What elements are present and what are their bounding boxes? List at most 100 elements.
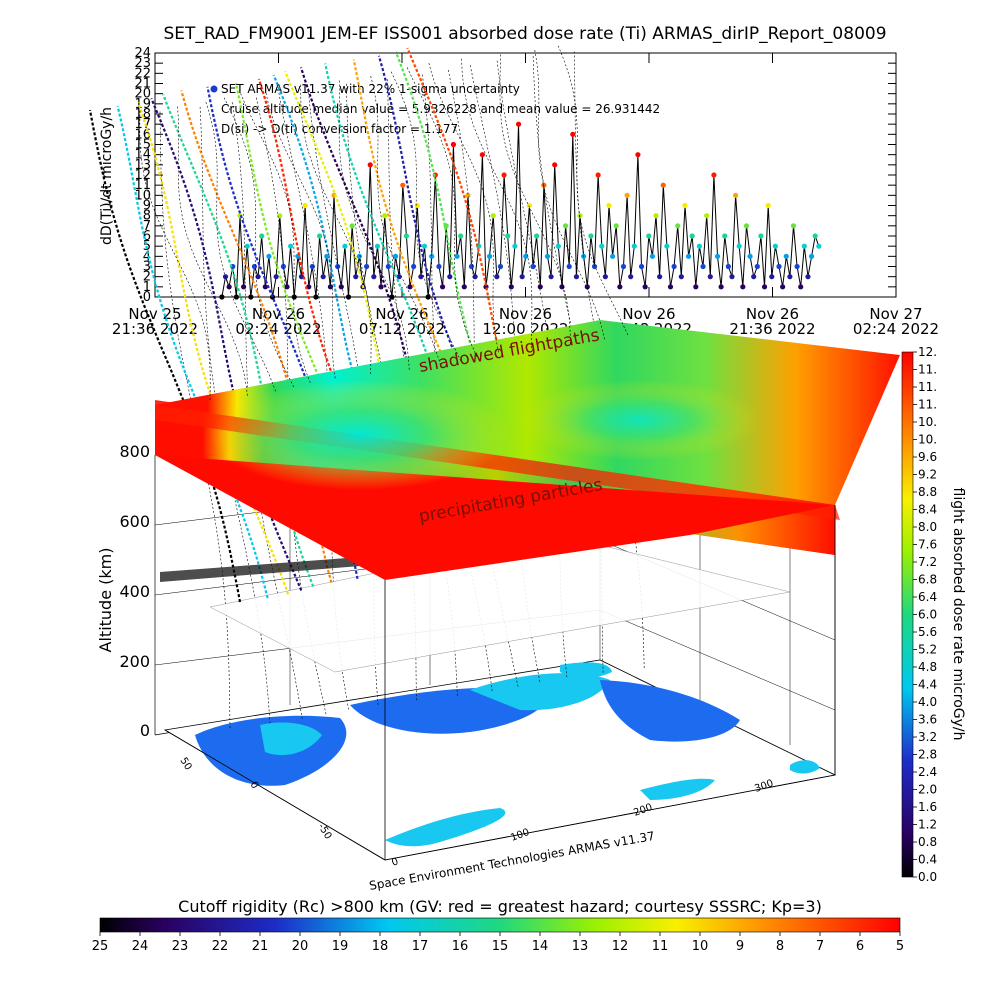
colorbar-tick-label: 2.0 xyxy=(918,783,937,797)
data-point xyxy=(302,202,308,209)
data-point xyxy=(298,274,305,280)
x-tick-label: 21:36 2022 xyxy=(729,320,815,338)
data-point xyxy=(736,243,742,249)
right-colorbar-label: flight absorbed dose rate microGy/h xyxy=(950,488,966,741)
colorbar-tick-label: 8.4 xyxy=(918,503,937,517)
data-point xyxy=(667,284,674,290)
legend-marker xyxy=(210,85,218,93)
z-tick-labels: 0 200 400 600 800 xyxy=(119,442,150,740)
colorbar-tick-label: 6 xyxy=(856,939,864,954)
y-tick-label: 19 xyxy=(134,97,151,112)
y-tick-label: 7 xyxy=(143,219,151,234)
data-point xyxy=(505,233,511,239)
series-line xyxy=(221,124,820,298)
data-point xyxy=(761,284,768,290)
data-point xyxy=(479,152,485,158)
colorbar-tick-label: 9.6 xyxy=(918,450,937,464)
y-tick-label: 23 xyxy=(134,56,151,71)
colorbar-tick-label: 13 xyxy=(572,939,589,954)
data-point xyxy=(772,243,779,249)
colorbar-tick-label: 5 xyxy=(896,939,904,954)
colorbar-tick-label: 11 xyxy=(652,939,669,954)
data-point xyxy=(693,284,699,290)
ground-map xyxy=(195,662,820,847)
y-tick-label: 9 xyxy=(143,199,151,214)
data-point xyxy=(562,223,569,229)
orbit-track xyxy=(177,105,248,396)
orbit-track xyxy=(352,59,505,552)
data-point xyxy=(812,233,818,239)
y-tick-label: 13 xyxy=(134,158,151,173)
data-point xyxy=(288,243,294,249)
data-point xyxy=(787,274,793,280)
x-tick-label: Nov 25 xyxy=(128,305,181,323)
data-point xyxy=(450,141,457,148)
data-point xyxy=(798,284,804,290)
orbit-track xyxy=(234,82,387,576)
z-tick-label: 800 xyxy=(119,442,150,461)
data-point xyxy=(291,294,297,300)
z-tick-label: 600 xyxy=(119,512,150,531)
data-point xyxy=(714,253,721,259)
y-tick-label: 20 xyxy=(134,87,151,102)
colorbar-tick-label: 4.4 xyxy=(918,678,937,692)
data-point xyxy=(501,172,507,178)
data-point xyxy=(704,213,710,219)
bottom-colorbar-label: Cutoff rigidity (Rc) >800 km (GV: red = … xyxy=(178,897,822,916)
data-point xyxy=(439,284,446,290)
colorbar-tick-label: 10. xyxy=(918,415,937,429)
data-point xyxy=(241,284,247,290)
colorbar-tick-label: 5.6 xyxy=(918,625,937,639)
data-point xyxy=(733,192,739,198)
data-point xyxy=(262,284,268,290)
colorbar-tick-label: 6.4 xyxy=(918,590,937,604)
data-point xyxy=(671,263,677,270)
data-point xyxy=(707,274,713,280)
data-point xyxy=(646,233,652,239)
data-point xyxy=(515,121,522,127)
y-tick-label: 12 xyxy=(134,168,151,183)
data-point xyxy=(530,263,536,270)
legend-entry: SET ARMAS v11.37 with 22% 1-sigma uncert… xyxy=(221,82,520,96)
data-point xyxy=(392,253,399,259)
data-point xyxy=(573,274,580,280)
orbit-track xyxy=(390,70,462,362)
data-point xyxy=(461,284,467,290)
colorbar-tick-label: 2.8 xyxy=(918,748,937,762)
data-point xyxy=(790,223,797,229)
data-point xyxy=(490,213,496,219)
z-tick-label: 400 xyxy=(119,582,150,601)
colorbar-tick-label: 23 xyxy=(172,939,189,954)
data-point xyxy=(808,253,815,259)
y-tick-label: 17 xyxy=(134,117,151,132)
data-point xyxy=(537,284,543,290)
data-point xyxy=(284,284,290,290)
data-point xyxy=(374,243,381,249)
colorbar-tick-label: 10. xyxy=(918,433,937,447)
y-tick-label: 1 xyxy=(143,280,151,295)
colorbar-tick-label: 24 xyxy=(132,939,149,954)
front-frame xyxy=(164,505,836,861)
y-tick-label: 8 xyxy=(143,209,151,224)
data-point xyxy=(606,202,612,209)
lat-tick-label: 0 xyxy=(247,780,260,791)
colorbar-tick-label: 19 xyxy=(332,939,349,954)
data-point xyxy=(280,263,286,270)
data-point xyxy=(638,263,645,270)
data-point xyxy=(635,152,641,158)
data-point xyxy=(595,172,601,178)
data-point xyxy=(725,263,731,270)
colorbar-tick-label: 14 xyxy=(532,939,549,954)
data-point xyxy=(722,233,728,239)
data-point xyxy=(468,263,475,270)
colorbar-tick-label: 9 xyxy=(736,939,744,954)
data-point xyxy=(465,192,471,198)
data-point xyxy=(266,253,272,259)
orbit-track xyxy=(324,63,477,556)
data-point xyxy=(783,253,789,259)
data-point xyxy=(472,274,478,280)
data-point xyxy=(414,202,420,209)
orbit-track xyxy=(150,97,303,591)
